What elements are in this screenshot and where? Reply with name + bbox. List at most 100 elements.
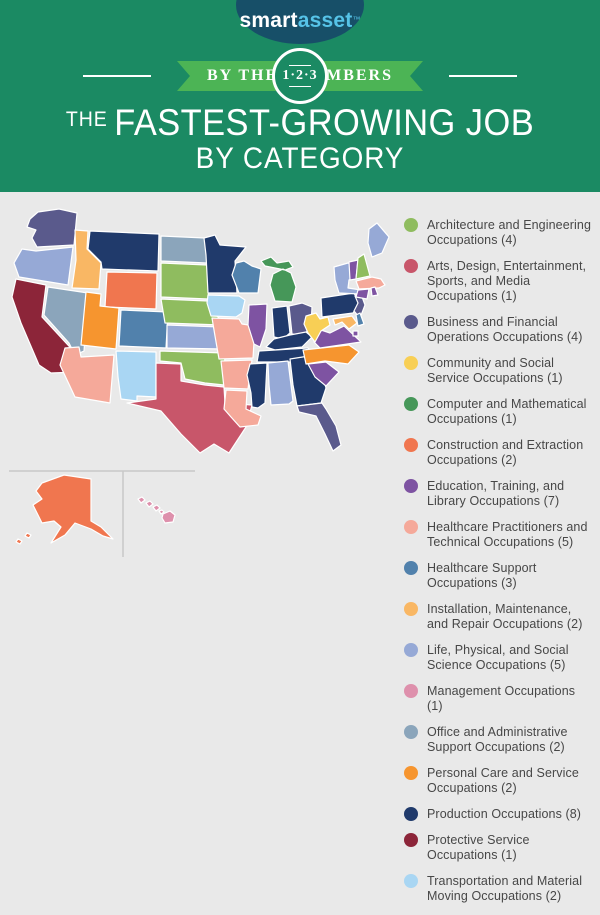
- page-title-main: FASTEST-GROWING JOB: [114, 102, 535, 143]
- legend-item-label: Management Occupations (1): [427, 684, 576, 713]
- legend-item-label: Arts, Design, Entertainment, Sports, and…: [427, 259, 587, 303]
- legend-item-label: Protective Service Occupations (1): [427, 833, 530, 862]
- state-DC: [352, 330, 359, 337]
- legend-item-management: Management Occupations (1): [404, 684, 592, 714]
- legend-item-life_physical: Life, Physical, and Social Science Occup…: [404, 643, 592, 673]
- legend-item-label: Installation, Maintenance, and Repair Oc…: [427, 602, 583, 631]
- legend-item-label: Healthcare Support Occupations (3): [427, 561, 537, 590]
- legend-dot: [404, 833, 418, 847]
- legend-item-business: Business and Financial Operations Occupa…: [404, 315, 592, 345]
- legend-item-healthcare_practitioners: Healthcare Practitioners and Technical O…: [404, 520, 592, 550]
- by-the-numbers-banner: BY THE NUMBERS 1·2·3: [0, 48, 600, 104]
- legend-dot: [404, 438, 418, 452]
- state-KY: [265, 331, 313, 351]
- state-CO: [118, 309, 169, 349]
- badge-numbers: 1·2·3: [282, 68, 318, 83]
- legend-item-label: Office and Administrative Support Occupa…: [427, 725, 568, 754]
- state-AL: [267, 360, 294, 406]
- state-WY: [104, 271, 158, 310]
- state-WA: [26, 208, 78, 248]
- state-NM: [115, 350, 157, 402]
- state-WV: [303, 312, 331, 343]
- page-title-prefix: THE: [65, 108, 108, 131]
- state-ND: [160, 235, 208, 264]
- one-two-three-badge: 1·2·3: [272, 48, 328, 104]
- states-group: [11, 208, 390, 545]
- legend-item-label: Transportation and Material Moving Occup…: [427, 874, 583, 903]
- legend-item-installation: Installation, Maintenance, and Repair Oc…: [404, 602, 592, 632]
- state-LA: [223, 389, 262, 428]
- legend: Architecture and Engineering Occupations…: [404, 218, 592, 915]
- legend-dot: [404, 315, 418, 329]
- legend-dot: [404, 520, 418, 534]
- legend-item-transportation: Transportation and Material Moving Occup…: [404, 874, 592, 904]
- legend-item-construction: Construction and Extraction Occupations …: [404, 438, 592, 468]
- legend-dot: [404, 602, 418, 616]
- legend-item-label: Computer and Mathematical Occupations (1…: [427, 397, 587, 426]
- legend-item-arts: Arts, Design, Entertainment, Sports, and…: [404, 259, 592, 304]
- banner-left-text: BY THE: [207, 67, 279, 84]
- state-IA: [206, 294, 246, 318]
- legend-dot: [404, 397, 418, 411]
- header-banner: smartasset™ BY THE NUMBERS 1·2·3 THE FAS…: [0, 0, 600, 192]
- state-SC: [307, 361, 340, 387]
- legend-item-computer: Computer and Mathematical Occupations (1…: [404, 397, 592, 427]
- state-MS: [246, 362, 268, 409]
- legend-item-community: Community and Social Service Occupations…: [404, 356, 592, 386]
- legend-dot: [404, 807, 418, 821]
- legend-dot: [404, 356, 418, 370]
- legend-dot: [404, 874, 418, 888]
- state-IN: [271, 305, 291, 340]
- legend-dot: [404, 643, 418, 657]
- state-AR: [220, 359, 253, 390]
- state-UT: [80, 291, 120, 350]
- logo-text-smart: smart: [239, 9, 298, 32]
- state-FL: [296, 402, 342, 452]
- legend-dot: [404, 766, 418, 780]
- content-area: Architecture and Engineering Occupations…: [0, 192, 600, 903]
- badge-bottom-rule: [289, 86, 311, 87]
- legend-item-label: Business and Financial Operations Occupa…: [427, 315, 583, 344]
- state-ID: [71, 229, 102, 290]
- state-IL: [247, 303, 268, 348]
- state-MD: [332, 315, 358, 330]
- state-NC: [302, 344, 360, 365]
- legend-item-healthcare_support: Healthcare Support Occupations (3): [404, 561, 592, 591]
- page-title: THE FASTEST-GROWING JOB: [21, 104, 579, 141]
- legend-item-label: Production Occupations (8): [427, 807, 582, 821]
- legend-item-office: Office and Administrative Support Occupa…: [404, 725, 592, 755]
- state-MA: [355, 276, 386, 290]
- legend-item-protective: Protective Service Occupations (1): [404, 833, 592, 863]
- logo-text-asset: asset: [297, 9, 353, 32]
- legend-dot: [404, 684, 418, 698]
- legend-item-education: Education, Training, and Library Occupat…: [404, 479, 592, 509]
- legend-item-label: Construction and Extraction Occupations …: [427, 438, 584, 467]
- state-MT: [87, 230, 160, 272]
- state-TX: [126, 362, 253, 454]
- legend-dot: [404, 561, 418, 575]
- state-CT: [355, 288, 370, 300]
- badge-top-rule: [289, 65, 311, 66]
- state-RI: [370, 286, 379, 297]
- legend-item-label: Education, Training, and Library Occupat…: [427, 479, 565, 508]
- legend-item-label: Personal Care and Service Occupations (2…: [427, 766, 579, 795]
- state-PA: [320, 292, 360, 318]
- legend-dot: [404, 479, 418, 493]
- legend-item-label: Healthcare Practitioners and Technical O…: [427, 520, 588, 549]
- banner-right-rule: [449, 75, 517, 77]
- banner-left-rule: [83, 75, 151, 77]
- us-map: [9, 208, 390, 557]
- page-subtitle: BY CATEGORY: [195, 142, 405, 175]
- legend-item-personal_care: Personal Care and Service Occupations (2…: [404, 766, 592, 796]
- legend-item-label: Life, Physical, and Social Science Occup…: [427, 643, 569, 672]
- legend-item-architecture: Architecture and Engineering Occupations…: [404, 218, 592, 248]
- state-ME: [367, 222, 390, 258]
- state-DE: [355, 312, 365, 327]
- state-OR: [13, 246, 74, 286]
- state-SD: [160, 262, 211, 300]
- state-HI: [137, 496, 176, 524]
- legend-item-production: Production Occupations (8): [404, 807, 592, 822]
- legend-item-label: Community and Social Service Occupations…: [427, 356, 563, 385]
- state-AZ: [59, 346, 115, 404]
- state-WI: [231, 260, 262, 294]
